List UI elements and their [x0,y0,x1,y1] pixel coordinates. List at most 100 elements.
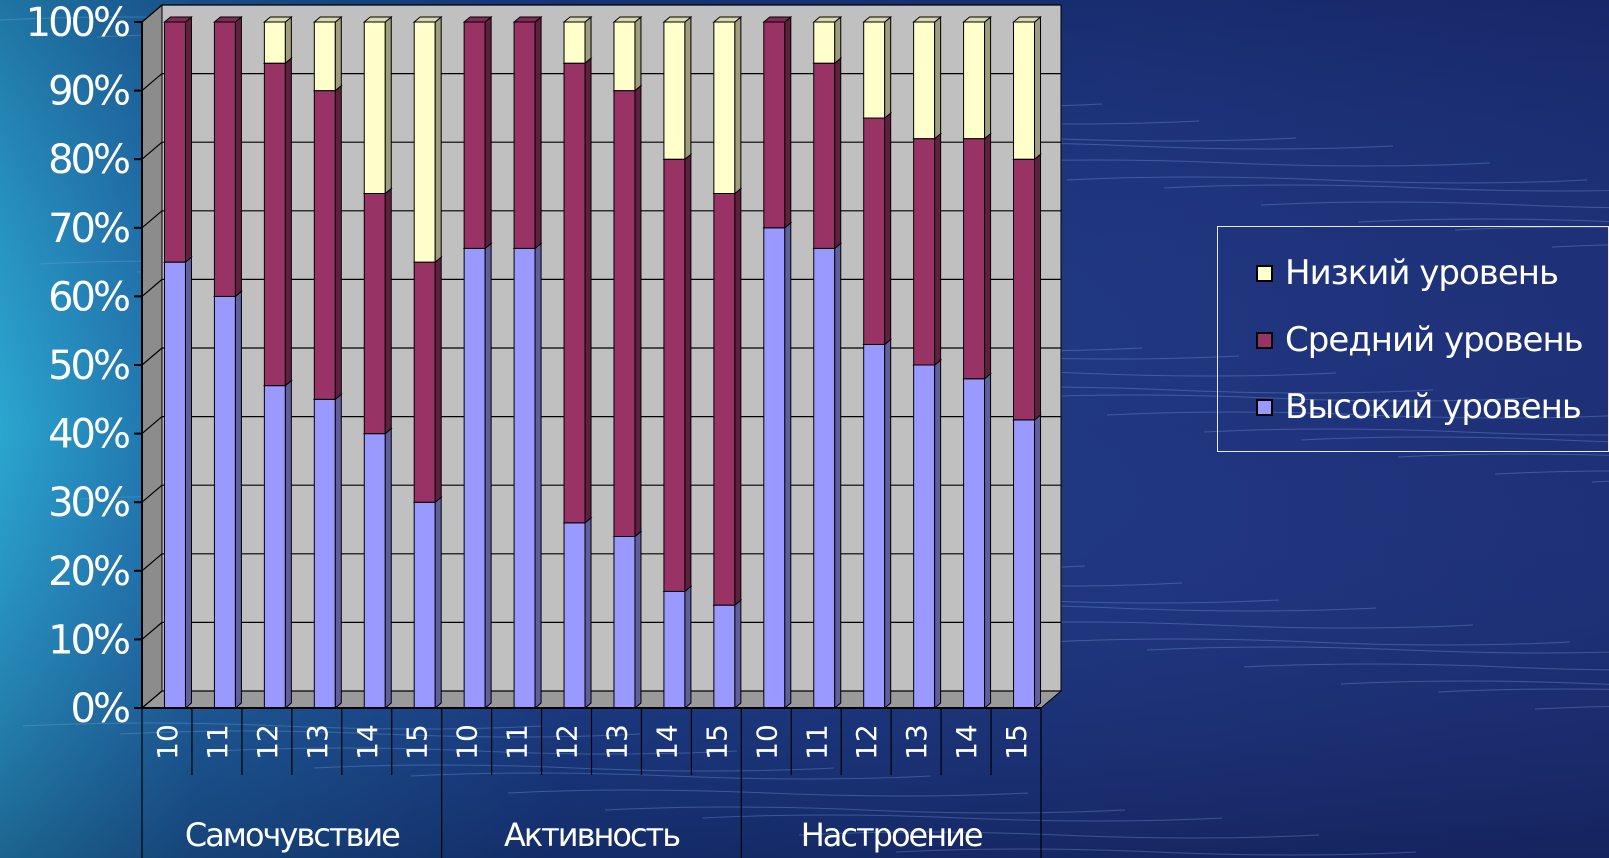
bar-side [534,242,542,710]
bar-segment-high [462,242,493,710]
bar-segment-low [412,15,443,264]
bar-top [312,16,343,23]
wave-stroke [22,722,544,730]
bar-side [534,15,542,250]
wave-stroke [1203,428,1609,436]
bar-front [863,21,886,119]
y-tick-label: 90% [48,69,129,115]
x-tick-label: 14 [950,724,983,760]
wave-stroke [119,730,641,738]
bar-side [734,187,742,607]
bar-segment-medium [762,15,793,229]
bar-segment-low [812,15,843,65]
legend-swatch-medium [1256,331,1273,349]
x-tick-label: 15 [1000,724,1033,760]
bar-front [663,590,686,709]
bar-segment-medium [462,15,493,250]
legend-label-low: Низкий уровень [1285,253,1559,293]
bar-side [234,290,242,710]
wave-stroke [507,789,1029,797]
wave-stroke [1260,201,1609,209]
gridline [141,141,1061,160]
bar-front [363,193,386,435]
bar-side [884,111,892,346]
category-group-labels: Самочувствие Активность Настроение [185,816,984,854]
gridline [141,416,1061,435]
bar-segment-medium [1012,153,1042,421]
bar-front [863,343,886,709]
bar-side [834,15,842,65]
bar-side [434,496,442,710]
wave-stroke [798,831,1320,839]
bar-front [813,21,836,64]
bar-side [634,15,642,92]
bar-segment-low [712,15,743,195]
gridline [141,484,1061,503]
wave-stroke [1454,226,1609,231]
bar-front [963,138,986,380]
bar-front [963,21,986,140]
bar-front [313,90,336,400]
bar-segment-high [712,599,743,710]
wave-stroke [216,747,738,755]
legend-item-medium: Средний уровень [1256,316,1584,364]
x-tick-label: 10 [451,724,484,760]
bar-segment-medium [412,256,443,504]
bar-side [684,585,692,710]
wave-stroke [1163,184,1609,192]
bar-side [684,153,692,593]
y-tick-label: 20% [48,549,129,595]
wave-stroke [410,772,932,780]
bar-front [413,261,436,503]
bar-segment-high [612,530,643,710]
bar-side [334,393,342,710]
wave-stroke [1357,218,1609,223]
wave-stroke [1397,453,1609,458]
bar-segment-low [612,15,643,92]
bar-segment-medium [962,132,992,380]
bar-front [663,21,686,160]
bar-segment-low [262,15,293,65]
bar-side [584,516,592,710]
bar-side [734,599,742,710]
bar-front [463,247,486,709]
bar-side [184,256,192,710]
bar-side [834,57,842,250]
bar-front [413,501,436,709]
bar-front [863,117,886,345]
wave-stroke [895,848,1417,856]
x-tick-label: 11 [800,724,833,760]
bar-side [1034,413,1042,710]
wave-stroke [1494,470,1609,475]
y-tick-label: 60% [48,274,129,320]
bar-segment-medium [163,15,193,264]
legend-label-high: Высокий уровень [1285,387,1582,427]
y-tick-label: 50% [48,343,129,389]
bars [163,15,1042,710]
bar-front [163,21,186,263]
legend-item-low: Низкий уровень [1256,249,1559,297]
bar-front [963,378,986,709]
group-label: Настроение [801,816,982,854]
bar-front [363,21,386,194]
bar-side [1034,15,1042,161]
legend-item-high: Высокий уровень [1256,383,1582,431]
bar-segment-high [412,496,443,710]
bar-side [484,15,492,250]
bar-side [984,372,992,710]
bar-segment-high [312,393,343,710]
gridline [141,553,1061,572]
bar-front [463,21,486,249]
bar-front [513,21,536,249]
bar-front [563,21,586,64]
bar-segment-high [812,242,843,710]
bar-segment-high [362,427,393,710]
bar-front [813,247,836,709]
bar-front [913,364,936,709]
x-tick-label: 15 [700,724,733,760]
bar-side [784,221,792,710]
bar-top [912,16,943,23]
bar-segment-medium [662,153,693,593]
bar-front [1013,158,1036,421]
group-label: Самочувствие [185,816,399,854]
